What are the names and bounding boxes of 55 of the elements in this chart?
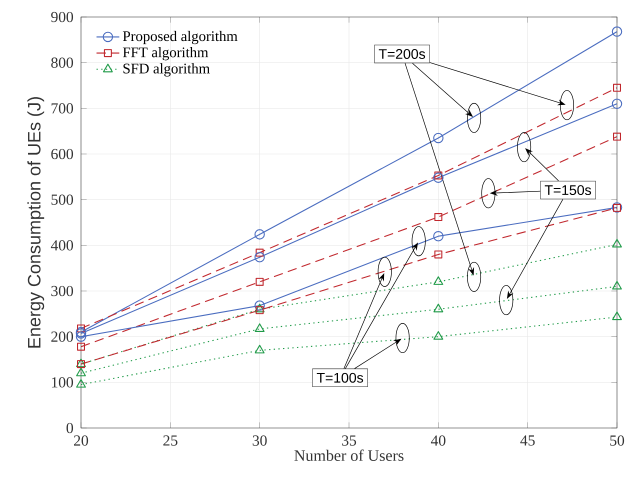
x-axis-title: Number of Users [294,450,404,461]
annotation: T=100s [316,372,364,383]
legend-label: FFT algorithm [122,47,208,60]
point [76,379,86,388]
y-tick-label: 400 [50,240,74,250]
point [434,171,442,180]
x-tick-label: 45 [520,435,535,446]
point [76,331,86,342]
x-tick-label: 35 [342,435,356,446]
point [612,26,622,37]
point [254,229,265,240]
point [612,280,622,290]
y-tick-label: 200 [51,332,74,342]
y-tick-label: 300 [51,286,74,296]
point [254,344,265,354]
legend-label: Proposed algorithm [122,30,238,44]
y-tick-label: 100 [52,377,74,388]
point [433,331,444,340]
point [612,238,622,248]
point [433,172,444,183]
legend-label: SFD algorithm [123,63,210,77]
x-tick-label: 25 [163,435,178,446]
point [434,213,442,222]
x-tick-label: 40 [430,435,446,446]
x-tick-label: 20 [74,435,88,446]
y-tick-label: 800 [51,58,74,68]
y-tick-label: 0 [66,422,74,434]
point [433,132,444,144]
point [254,323,265,332]
x-tick-label: 50 [610,435,624,446]
point [76,368,86,376]
y-tick-label: 900 [51,12,74,22]
point [256,278,264,286]
point [77,342,86,351]
y-axis-title: Energy Consumption of UEs (J) [27,97,44,348]
point [613,132,622,141]
point [254,304,265,312]
y-tick-label: 600 [51,148,74,160]
annotation: T=200s [378,49,426,59]
y-tick-label: 700 [52,103,74,114]
point [77,324,86,332]
point [612,311,622,320]
point [254,300,265,311]
point [433,276,444,285]
point [434,250,442,258]
annotation: T=150s [544,185,592,196]
y-tick-label: 500 [52,194,74,205]
point [433,230,444,242]
point [256,306,264,314]
point [613,84,622,92]
point [433,304,444,312]
point [254,252,265,262]
point [612,98,622,109]
x-tick-label: 30 [252,435,267,446]
point [256,248,264,257]
